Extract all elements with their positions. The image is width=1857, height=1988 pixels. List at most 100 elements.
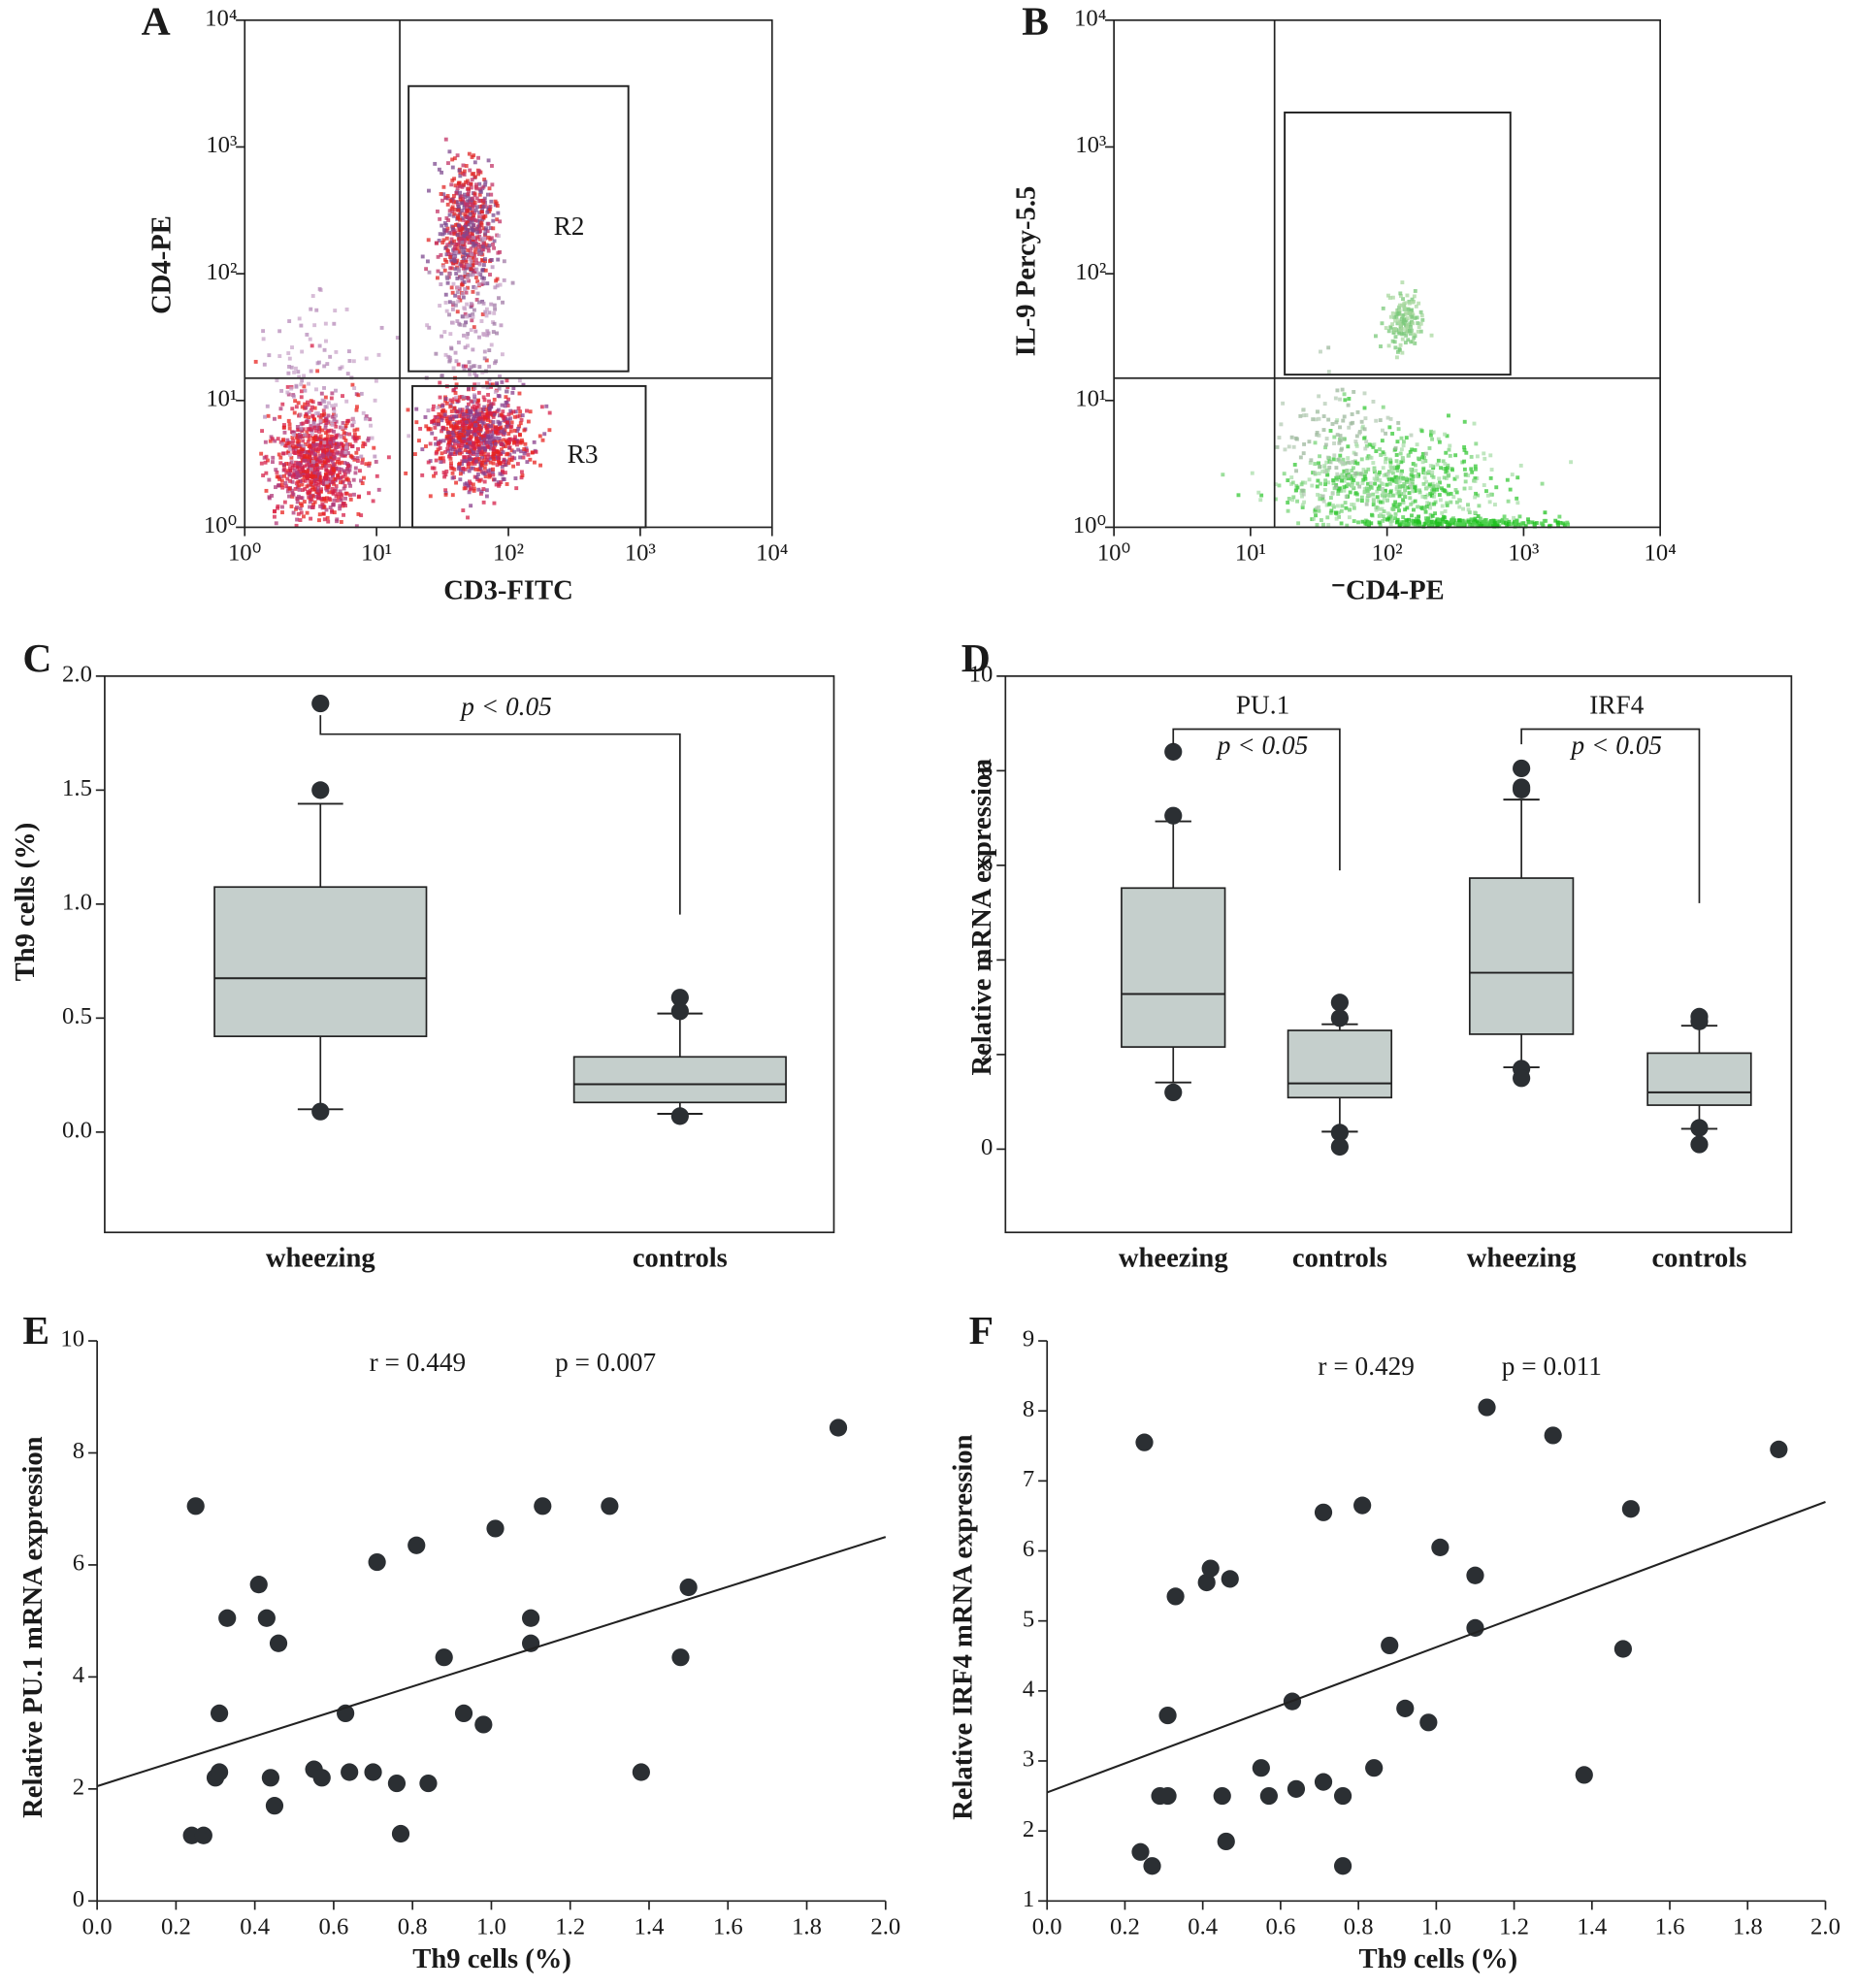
event-dot <box>484 243 489 247</box>
event-dot <box>1448 523 1452 528</box>
event-dot <box>312 406 317 410</box>
y-axis-title: Relative mRNA expression <box>967 759 997 1076</box>
event-dot <box>448 446 453 451</box>
event-dot <box>444 418 449 423</box>
event-dot <box>424 424 429 429</box>
event-dot <box>330 509 335 514</box>
event-dot <box>498 472 503 476</box>
event-dot <box>446 252 451 256</box>
event-dot <box>341 450 345 455</box>
event-dot <box>1401 484 1406 489</box>
event-dot <box>457 249 462 254</box>
event-dot <box>460 248 465 253</box>
event-dot <box>1420 451 1425 456</box>
y-tick-label: 10¹ <box>206 385 237 411</box>
event-dot <box>352 432 357 437</box>
event-dot <box>467 278 472 283</box>
event-dot <box>1403 341 1408 345</box>
event-dot <box>491 330 496 335</box>
event-dot <box>440 418 444 423</box>
event-dot <box>490 470 495 474</box>
event-dot <box>1314 513 1319 518</box>
event-dot <box>1397 523 1402 528</box>
event-dot <box>320 452 325 457</box>
event-dot <box>482 398 487 403</box>
event-dot <box>517 413 522 418</box>
event-dot <box>471 482 475 487</box>
event-dot <box>428 427 433 432</box>
event-dot <box>484 488 489 493</box>
event-dot <box>497 436 502 440</box>
event-dot <box>338 366 342 371</box>
event-dot <box>1435 487 1440 492</box>
event-dot <box>470 226 473 231</box>
event-dot <box>484 226 489 231</box>
event-dot <box>450 430 455 435</box>
event-dot <box>1517 514 1522 519</box>
event-dot <box>1395 469 1400 473</box>
x-tick-label: 1.0 <box>476 1914 506 1940</box>
event-dot <box>445 248 450 253</box>
event-dot <box>465 405 470 409</box>
event-dot <box>1302 500 1307 505</box>
outlier <box>670 989 689 1007</box>
event-dot <box>303 402 308 407</box>
event-dot <box>1411 477 1416 482</box>
event-dot <box>470 434 474 439</box>
event-dot <box>1405 505 1410 510</box>
event-dot <box>487 310 492 315</box>
event-dot <box>495 283 500 288</box>
event-dot <box>494 482 499 487</box>
event-dot <box>1401 331 1406 336</box>
y-tick-label: 4 <box>981 945 993 971</box>
event-dot <box>1392 340 1397 344</box>
event-dot <box>310 487 314 492</box>
point <box>1419 1713 1438 1732</box>
event-dot <box>334 403 338 407</box>
event-dot <box>395 336 400 340</box>
event-dot <box>481 487 486 492</box>
point <box>1466 1618 1484 1637</box>
event-dot <box>322 440 327 445</box>
event-dot <box>294 475 299 479</box>
event-dot <box>1378 478 1382 482</box>
event-dot <box>341 480 345 485</box>
event-dot <box>498 426 503 431</box>
event-dot <box>265 404 270 408</box>
event-dot <box>302 384 307 389</box>
event-dot <box>328 440 333 445</box>
x-axis-title: Th9 cells (%) <box>1359 1944 1518 1974</box>
event-dot <box>455 153 460 158</box>
event-dot <box>356 511 361 516</box>
event-dot <box>444 401 449 406</box>
event-dot <box>433 414 438 419</box>
event-dot <box>346 464 350 468</box>
event-dot <box>1349 421 1353 426</box>
event-dot <box>337 495 342 500</box>
event-dot <box>472 432 477 437</box>
event-dot <box>488 226 493 231</box>
event-dot <box>1430 470 1435 474</box>
box <box>213 886 428 1037</box>
event-dot <box>468 313 472 318</box>
event-dot <box>1430 464 1435 469</box>
event-dot <box>492 239 497 244</box>
event-dot <box>1438 498 1443 503</box>
event-dot <box>456 208 461 212</box>
event-dot <box>440 170 444 175</box>
event-dot <box>511 409 516 414</box>
event-dot <box>482 455 487 459</box>
point <box>486 1519 505 1538</box>
gate <box>1284 111 1512 376</box>
event-dot <box>487 474 492 479</box>
event-dot <box>361 410 366 415</box>
event-dot <box>1488 475 1493 480</box>
event-dot <box>350 382 355 387</box>
event-dot <box>317 512 322 517</box>
x-tick-label: 0.0 <box>82 1914 113 1940</box>
event-dot <box>477 186 482 191</box>
event-dot <box>474 414 479 418</box>
y-tick-label: 4 <box>73 1662 84 1688</box>
event-dot <box>458 183 463 188</box>
event-dot <box>1401 443 1406 448</box>
